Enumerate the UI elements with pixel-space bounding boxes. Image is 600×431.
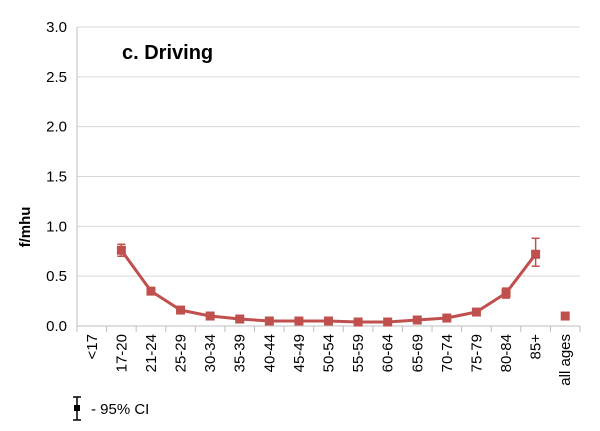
x-tick-label: 30-34 — [202, 334, 219, 372]
error-bars — [117, 237, 540, 299]
y-tick-label: 1.0 — [46, 218, 67, 235]
ci-legend-icon — [73, 396, 81, 421]
data-point — [176, 305, 186, 315]
y-tick-label: 2.0 — [46, 119, 67, 136]
data-point — [471, 307, 481, 317]
x-tick-label: all ages — [557, 334, 574, 386]
x-tick-label: 70-74 — [439, 334, 456, 372]
data-point — [442, 313, 452, 323]
data-point — [294, 316, 304, 326]
x-tick-label: 80-84 — [498, 334, 515, 372]
x-tick-labels: <17 17-20 21-24 25-29 30-34 35-39 40-44 45-49 50… — [84, 334, 574, 386]
data-point — [205, 311, 215, 321]
x-tick-label: 21-24 — [143, 334, 160, 372]
data-point — [146, 286, 156, 296]
legend: - 95% CI — [73, 396, 149, 421]
x-tick-label: 55-59 — [350, 334, 367, 372]
data-point — [235, 314, 245, 324]
data-point — [531, 249, 541, 259]
legend-label: - 95% CI — [91, 401, 149, 418]
axes — [76, 27, 581, 332]
data-point — [116, 245, 126, 255]
data-points — [116, 245, 570, 327]
data-point — [264, 316, 274, 326]
y-axis-label: f/mhu — [17, 207, 34, 248]
data-point — [560, 311, 570, 321]
y-tick-label: 2.5 — [46, 69, 67, 86]
x-tick-label: 65-69 — [409, 334, 426, 372]
data-point — [353, 317, 363, 327]
chart-title: c. Driving — [122, 42, 213, 64]
data-point — [383, 317, 393, 327]
y-tick-label: 3.0 — [46, 19, 67, 36]
x-tick-label: 25-29 — [173, 334, 190, 372]
data-point — [324, 316, 333, 326]
y-tick-label: 0.5 — [46, 268, 67, 285]
x-tick-label: <17 — [84, 334, 101, 359]
x-tick-label: 75-79 — [468, 334, 485, 372]
grid-lines — [77, 26, 580, 277]
y-tick-label: 0.0 — [46, 318, 67, 335]
y-tick-labels: 0.0 0.5 1.0 1.5 2.0 2.5 3.0 — [46, 19, 67, 335]
x-tick-label: 40-44 — [261, 334, 278, 372]
x-tick-label: 45-49 — [291, 334, 308, 372]
x-tick-label: 60-64 — [380, 334, 397, 372]
x-tick-label: 50-54 — [321, 334, 338, 372]
y-tick-label: 1.5 — [46, 169, 67, 186]
x-tick-label: 35-39 — [232, 334, 249, 372]
data-point — [501, 288, 511, 298]
x-tick-label: 85+ — [528, 334, 545, 360]
data-point — [412, 315, 422, 325]
x-tick-label: 17-20 — [113, 334, 130, 372]
